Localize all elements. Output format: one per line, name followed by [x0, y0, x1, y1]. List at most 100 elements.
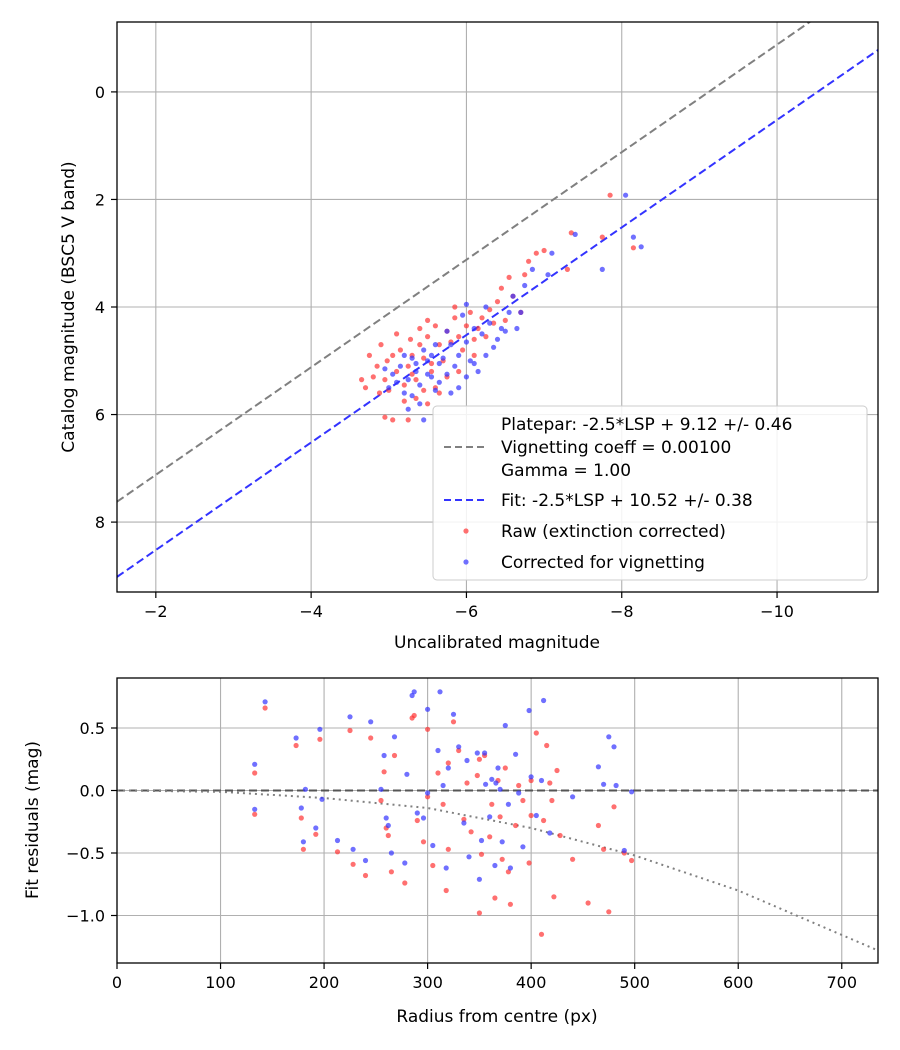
legend-raw-marker [463, 528, 469, 534]
corrected-point [478, 837, 485, 844]
raw-point [506, 274, 512, 280]
raw-point [471, 336, 477, 342]
raw-point [381, 769, 387, 775]
raw-point [502, 317, 508, 323]
raw-point [350, 861, 356, 867]
x-tick-label: 0 [112, 973, 122, 992]
bottom-y-axis-label: Fit residuals (mag) [23, 741, 43, 899]
corrected-point [475, 368, 481, 375]
x-tick-label: 700 [826, 973, 857, 992]
corrected-point [461, 820, 467, 826]
raw-point [440, 801, 446, 807]
legend: Platepar: -2.5*LSP + 9.12 +/- 0.46 Vigne… [432, 405, 868, 581]
raw-point [601, 846, 607, 852]
corrected-point [302, 786, 308, 792]
raw-point [460, 347, 466, 353]
y-tick-label: 6 [95, 406, 105, 425]
raw-point [420, 839, 427, 845]
corrected-point [502, 328, 508, 334]
raw-point [445, 846, 451, 852]
corrected-point [405, 377, 411, 383]
raw-point [471, 352, 477, 358]
corrected-point [467, 358, 473, 364]
corrected-point [526, 707, 532, 714]
raw-point [411, 712, 417, 719]
raw-point [382, 414, 388, 420]
fit-line [117, 49, 878, 578]
y-tick-label: 8 [95, 513, 105, 532]
raw-point [528, 777, 534, 784]
raw-point [526, 860, 532, 866]
corrected-point [368, 719, 374, 725]
raw-point [547, 780, 553, 786]
raw-point [407, 336, 414, 342]
raw-point [498, 285, 504, 291]
raw-point [461, 816, 467, 822]
corrected-point [492, 862, 498, 869]
raw-point [544, 742, 550, 749]
raw-point [262, 705, 268, 711]
corrected-point [425, 371, 431, 377]
raw-point [468, 829, 474, 835]
corrected-point [350, 846, 356, 852]
raw-point [450, 719, 457, 725]
corrected-point [522, 282, 528, 289]
raw-point [405, 363, 411, 369]
raw-point [428, 368, 435, 375]
corrected-point [513, 751, 519, 757]
corrected-point [516, 790, 522, 796]
raw-point [436, 390, 442, 396]
corrected-point [425, 358, 431, 364]
corrected-point [413, 368, 419, 375]
corrected-point [300, 839, 306, 845]
raw-point [499, 856, 505, 862]
corrected-point [489, 776, 495, 782]
corrected-point [595, 764, 602, 770]
legend-platepar-label-line3: Gamma = 1.00 [501, 461, 631, 481]
x-tick-label: −6 [455, 602, 479, 621]
raw-point [549, 797, 555, 804]
raw-point [568, 230, 574, 236]
corrected-point [409, 393, 415, 399]
corrected-point [510, 293, 516, 299]
raw-point [293, 742, 299, 749]
bottom-x-axis-label: Radius from centre (px) [396, 1007, 597, 1027]
corrected-point [460, 312, 466, 318]
corrected-point [313, 825, 319, 831]
corrected-point [347, 714, 353, 720]
raw-point [421, 387, 427, 393]
corrected-point [545, 272, 551, 278]
y-tick-label: 2 [95, 190, 105, 209]
raw-point [376, 390, 383, 396]
corrected-point [613, 782, 619, 789]
raw-point [533, 730, 539, 736]
raw-point [554, 767, 560, 774]
corrected-point [262, 699, 268, 705]
corrected-point [529, 266, 536, 272]
raw-point [463, 323, 469, 329]
corrected-point [440, 355, 446, 361]
raw-point [497, 814, 503, 820]
raw-point [464, 780, 470, 786]
raw-point [390, 352, 396, 358]
raw-point [421, 355, 427, 361]
corrected-point [538, 777, 545, 784]
raw-point [362, 872, 369, 879]
raw-point [382, 377, 388, 383]
raw-point [467, 309, 473, 315]
raw-point [313, 831, 319, 837]
corrected-point [528, 774, 534, 780]
raw-point [456, 334, 462, 340]
corrected-point [385, 822, 391, 829]
corrected-point [464, 757, 470, 764]
corrected-point [487, 814, 493, 820]
raw-point [595, 822, 602, 829]
corrected-point [444, 328, 450, 334]
corrected-point [428, 352, 435, 358]
raw-point [300, 846, 306, 852]
corrected-point [630, 234, 637, 240]
legend-fit-label: Fit: -2.5*LSP + 10.52 +/- 0.38 [501, 491, 753, 511]
corrected-point [493, 780, 499, 786]
corrected-point [421, 417, 427, 423]
corrected-point [378, 786, 384, 792]
